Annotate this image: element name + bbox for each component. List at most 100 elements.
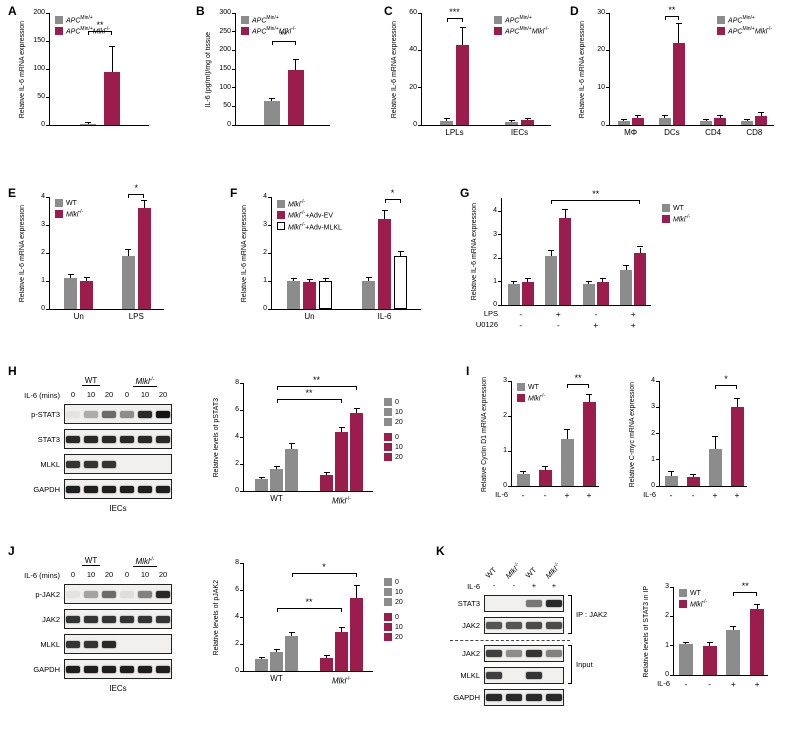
y-tick-label: 0 [665,671,669,678]
blot-band [546,622,562,629]
x-group-label: WT [270,494,283,503]
y-tick [46,252,50,254]
error-bar-line [719,115,721,118]
bar [104,71,120,125]
bar [678,644,693,675]
panel-letter-j: J [8,544,15,558]
legend-label: 20 [395,418,403,426]
blot-band [156,615,170,623]
y-tick-label: 300 [219,9,231,16]
blot-bracket [568,595,572,634]
legend-label: APCMin/+Mlkl-/- [505,26,549,36]
blot-band [138,485,152,493]
y-tick [606,124,610,126]
blot-band [156,665,170,673]
blot-group-header: Mlkl-/- [118,556,172,567]
error-bar-cap [323,471,330,473]
bar [270,652,283,671]
plot-area: 0 20 40 60 LPLs IECs *** APCMin/+ APCMin/+Mlkl-/… [409,8,551,137]
legend-label: Mlkl-/- [673,214,691,224]
panel-j-chart: Relative levels of pJAK2 0 2 4 6 8 WT Mlkl-/- **… [210,559,403,686]
legend-item: Mlkl-/-+Adv-MLKL [277,222,342,231]
error-bar-line [325,278,326,281]
error-bar-cap [542,466,548,468]
y-tick [498,234,502,236]
bar [750,609,765,675]
error-bar-line [446,119,447,122]
significance-bracket [271,40,296,45]
plot-area: 0 2 4 6 8 WT Mlkl-/- ** ** 0 10 20 0 10 20 [235,375,403,505]
legend-item: 10 [384,443,403,451]
blot-band [138,615,152,623]
panel-letter-b: B [196,4,205,18]
significance-bracket [276,399,342,404]
blot-band [156,590,170,598]
error-bar-cap [706,641,713,643]
y-tick [656,485,660,487]
panel-h-chart: Relative levels of pSTAT3 0 2 4 6 8 WT Mlkl-/- *… [210,375,403,505]
significance-stars: * [322,561,326,572]
blot-treatment-value: 10 [140,570,150,579]
significance-bracket [88,31,112,36]
error-bar-line [692,474,694,477]
bar [516,473,530,486]
error-bar-cap [85,122,91,124]
blot-treatment-value: + [551,581,557,590]
blot-treatment-label: IL-6 (mins) [24,571,60,580]
x-group-label: CD8 [746,128,763,137]
blot-band [84,615,98,623]
significance-bracket [446,18,463,23]
x-matrix-value: - [521,490,525,500]
y-tick-label: 4 [41,193,45,200]
error-bar-line [550,251,552,256]
legend-label: 10 [395,623,403,631]
error-bar-line [70,275,72,279]
error-bar-cap [634,114,641,116]
blot-band [102,410,116,418]
y-tick-label: 1 [503,447,507,454]
error-bar-cap [637,246,644,248]
legend-label: 0 [395,613,399,621]
chart-main: 0 10 20 30 MΦ DCs CD4 CD8 ** APCMin/+ APCMin/+Mlkl… [597,6,774,137]
error-bar-cap [668,471,674,473]
bar [560,438,574,486]
blot-band [526,694,542,701]
x-matrix-value: + [630,320,636,330]
error-bar-cap [141,200,148,202]
x-group-label: MΦ [624,128,638,137]
panel-h-blot: WT Mlkl-/- IL-6 (mins) 0 10 20 0 10 20 p-STAT3 STA… [18,376,172,518]
y-tick-label: 0 [41,121,45,128]
y-tick-label: 3 [651,403,655,411]
significance-stars: ** [592,189,600,200]
blot-treatment-value: 0 [70,570,76,579]
blot-row-label: JAK2 [462,621,480,630]
legend-label: 20 [395,598,403,606]
legend-label: 20 [395,453,403,461]
blot-treatment-label: IL-6 (mins) [24,391,60,400]
blot-treatment-value: 20 [104,390,114,399]
bar [319,281,332,309]
blot-row-box [64,429,172,449]
error-bar-cap [675,23,682,25]
bar [80,281,94,309]
bar [80,123,96,125]
error-bar-line [527,279,529,282]
panel-letter-i: I [466,364,470,378]
legend-label: WT [690,589,701,597]
bar [362,281,375,309]
error-bar-cap [599,277,606,279]
legend-swatch [494,15,503,24]
panel-letter-c: C [384,4,393,18]
y-tick [46,308,50,310]
y-tick-label: 2 [235,460,239,467]
legend: APCMin/+ APCMin/+Mlkl-/- [494,15,549,36]
legend-item: APCMin/+ [241,15,296,24]
y-tick [240,589,244,591]
blot-band [526,622,542,629]
legend-label: Mlkl-/-+Adv-MLKL [288,221,342,231]
significance-bracket [715,384,737,389]
plot-area: 0 1 2 3 4 Un IL-6 * Mlkl-/- Mlkl-/-+Adv-EV Mlkl-/-… [263,188,421,321]
y-tick [418,12,422,14]
legend-label: Mlkl-/- [66,209,84,219]
error-bar-line [291,633,292,636]
